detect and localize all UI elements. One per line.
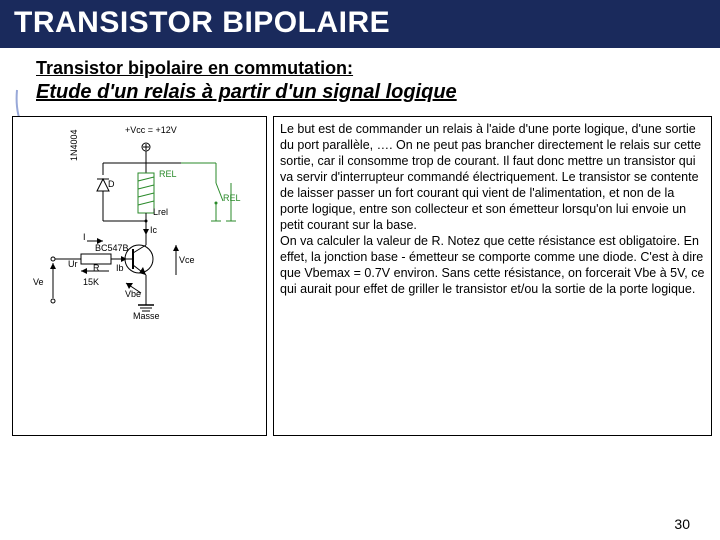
masse-label: Masse bbox=[133, 311, 160, 321]
diode-ref: D bbox=[108, 179, 115, 189]
page-title: TRANSISTOR BIPOLAIRE bbox=[0, 0, 720, 48]
ib-label: Ib bbox=[116, 263, 124, 273]
ve-label: Ve bbox=[33, 277, 44, 287]
subtitle-study: Etude d'un relais à partir d'un signal l… bbox=[0, 81, 720, 116]
body-text: Le but est de commander un relais à l'ai… bbox=[273, 116, 712, 436]
transistor-label: BC547B bbox=[95, 243, 129, 253]
ur-label: Ur bbox=[68, 259, 78, 269]
page-number: 30 bbox=[674, 516, 690, 532]
lrel-label: Lrel bbox=[153, 207, 168, 217]
vce-label: Vce bbox=[179, 255, 195, 265]
schematic-svg bbox=[31, 133, 261, 333]
i-label: I bbox=[83, 232, 86, 242]
vbe-label: Vbe bbox=[125, 289, 141, 299]
relay-label: REL bbox=[159, 169, 177, 179]
relay2-label: REL bbox=[223, 193, 241, 203]
r-value: 15K bbox=[83, 277, 99, 287]
diode-part-label: 1N4004 bbox=[69, 129, 79, 161]
ic-label: Ic bbox=[150, 225, 157, 235]
content-row: +Vcc = +12V 1N4004 D REL REL Lrel BC547B… bbox=[0, 116, 720, 436]
circuit-diagram: +Vcc = +12V 1N4004 D REL REL Lrel BC547B… bbox=[12, 116, 267, 436]
subtitle: Transistor bipolaire en commutation: bbox=[0, 48, 720, 81]
r-label: R bbox=[93, 263, 100, 273]
vcc-label: +Vcc = +12V bbox=[125, 125, 177, 135]
